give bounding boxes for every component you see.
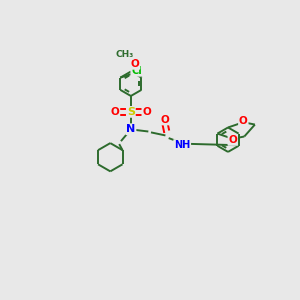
- Text: N: N: [126, 124, 136, 134]
- Text: O: O: [131, 59, 140, 69]
- Text: NH: NH: [174, 140, 190, 150]
- Text: O: O: [228, 135, 237, 145]
- Text: O: O: [111, 107, 119, 117]
- Text: O: O: [160, 115, 169, 124]
- Text: O: O: [239, 116, 248, 126]
- Text: CH₃: CH₃: [116, 50, 134, 59]
- Text: Cl: Cl: [131, 66, 142, 76]
- Text: O: O: [142, 107, 151, 117]
- Text: S: S: [127, 107, 135, 117]
